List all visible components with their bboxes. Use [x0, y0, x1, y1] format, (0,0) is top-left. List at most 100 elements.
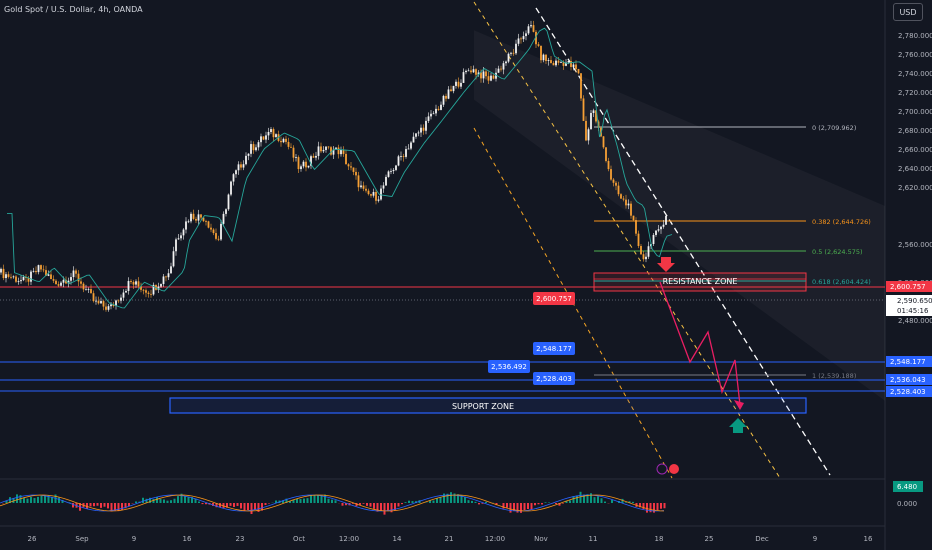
candle-body [162, 276, 165, 285]
channel-upper-line[interactable] [535, 7, 831, 476]
histogram-bar [436, 498, 438, 503]
candle-body [327, 146, 330, 148]
candle-body [95, 300, 97, 302]
candle-body [545, 54, 547, 62]
histogram-bar [299, 499, 302, 503]
channel-top-line[interactable] [473, 1, 781, 479]
indicator-value-tag[interactable] [893, 481, 923, 492]
price-tag-support-b[interactable] [488, 360, 530, 373]
candle-body [192, 213, 195, 219]
price-axis-tick: 2,720.000 [898, 89, 932, 97]
histogram-bar [156, 497, 158, 503]
price-tag-support-c[interactable] [533, 372, 575, 385]
candle-body [80, 281, 82, 284]
candle-body [640, 245, 642, 255]
histogram-bar [516, 503, 519, 513]
axis-tag-support-2[interactable] [886, 374, 932, 385]
price-tag-support-a[interactable] [533, 342, 575, 355]
price-tag-resistance[interactable] [533, 292, 575, 305]
moving-average-line[interactable] [7, 27, 673, 309]
histogram-bar [72, 503, 74, 508]
support-zone[interactable] [169, 397, 807, 414]
candle-body [20, 280, 22, 282]
candle-body [300, 166, 302, 170]
candle-body [190, 213, 192, 222]
axis-tag-support-3-text: 2,528.403 [890, 388, 926, 396]
candle-body [517, 38, 520, 44]
histogram-bar [481, 503, 484, 504]
histogram-bar [51, 496, 53, 503]
histogram-bar [530, 503, 533, 510]
histogram-bar [289, 501, 291, 503]
currency-button[interactable]: USD [893, 3, 923, 21]
candle-body [135, 281, 137, 285]
candle-body [222, 213, 225, 224]
candle-body [362, 185, 365, 189]
candle-body [267, 132, 270, 136]
histogram-bar [296, 498, 298, 503]
candle-body [420, 127, 422, 133]
candle-body [0, 268, 2, 273]
histogram-bar [576, 495, 578, 503]
histogram-bar [429, 500, 431, 503]
candle-body [407, 148, 410, 150]
event-flash-icon[interactable] [656, 463, 668, 475]
axis-tag-countdown: 01:45:16 [897, 307, 929, 315]
histogram-bar [373, 503, 375, 509]
price-axis-tick: 2,760.000 [898, 51, 932, 59]
histogram-bar [275, 500, 277, 503]
time-axis-label: Oct [293, 535, 305, 543]
histogram-bar [194, 498, 197, 503]
candle-body [567, 60, 570, 63]
candle-body [665, 215, 667, 225]
projection-path[interactable] [659, 281, 741, 406]
histogram-bar [639, 503, 641, 508]
candle-body [555, 60, 557, 66]
histogram-bar [124, 503, 127, 509]
candle-body [310, 156, 312, 166]
time-axis-label: 9 [813, 535, 817, 543]
candle-body [185, 221, 187, 230]
time-axis-label: 21 [445, 535, 454, 543]
candle-body [302, 161, 305, 167]
event-flag-icon[interactable] [669, 464, 679, 474]
price-axis-tick: 2,680.000 [898, 127, 932, 135]
candle-body [127, 281, 130, 291]
axis-tag-current[interactable] [886, 295, 932, 316]
candle-body [360, 185, 362, 188]
histogram-bar [621, 498, 624, 503]
histogram-bar [625, 502, 627, 503]
candle-body [227, 194, 230, 210]
macd-line[interactable] [0, 494, 665, 512]
axis-tag-resistance[interactable] [886, 281, 932, 292]
histogram-bar [68, 502, 71, 503]
candle-body [165, 276, 167, 278]
histogram-bar [117, 503, 120, 512]
candle-body [412, 136, 415, 143]
histogram-bar [26, 498, 29, 503]
signal-line[interactable] [0, 494, 665, 512]
histogram-bar [653, 503, 655, 513]
candle-body [315, 155, 317, 158]
histogram-bar [177, 496, 179, 503]
candle-body [617, 185, 620, 195]
histogram-bar [47, 495, 50, 503]
axis-tag-support-1[interactable] [886, 356, 932, 367]
histogram-bar [369, 503, 372, 507]
histogram-bar [313, 495, 316, 503]
candle-body [477, 72, 480, 75]
histogram-bar [44, 495, 46, 503]
candle-body [352, 167, 355, 172]
histogram-bar [404, 502, 407, 503]
symbol-title[interactable]: Gold Spot / U.S. Dollar, 4h, OANDA [4, 5, 143, 14]
candle-body [585, 120, 587, 141]
histogram-bar [569, 500, 571, 503]
histogram-bar [646, 503, 648, 513]
candle-body [405, 149, 407, 157]
candle-body [615, 182, 617, 186]
axis-tag-support-3[interactable] [886, 386, 932, 397]
histogram-bar [236, 503, 239, 506]
histogram-bar [474, 501, 477, 503]
candle-body [247, 153, 250, 156]
